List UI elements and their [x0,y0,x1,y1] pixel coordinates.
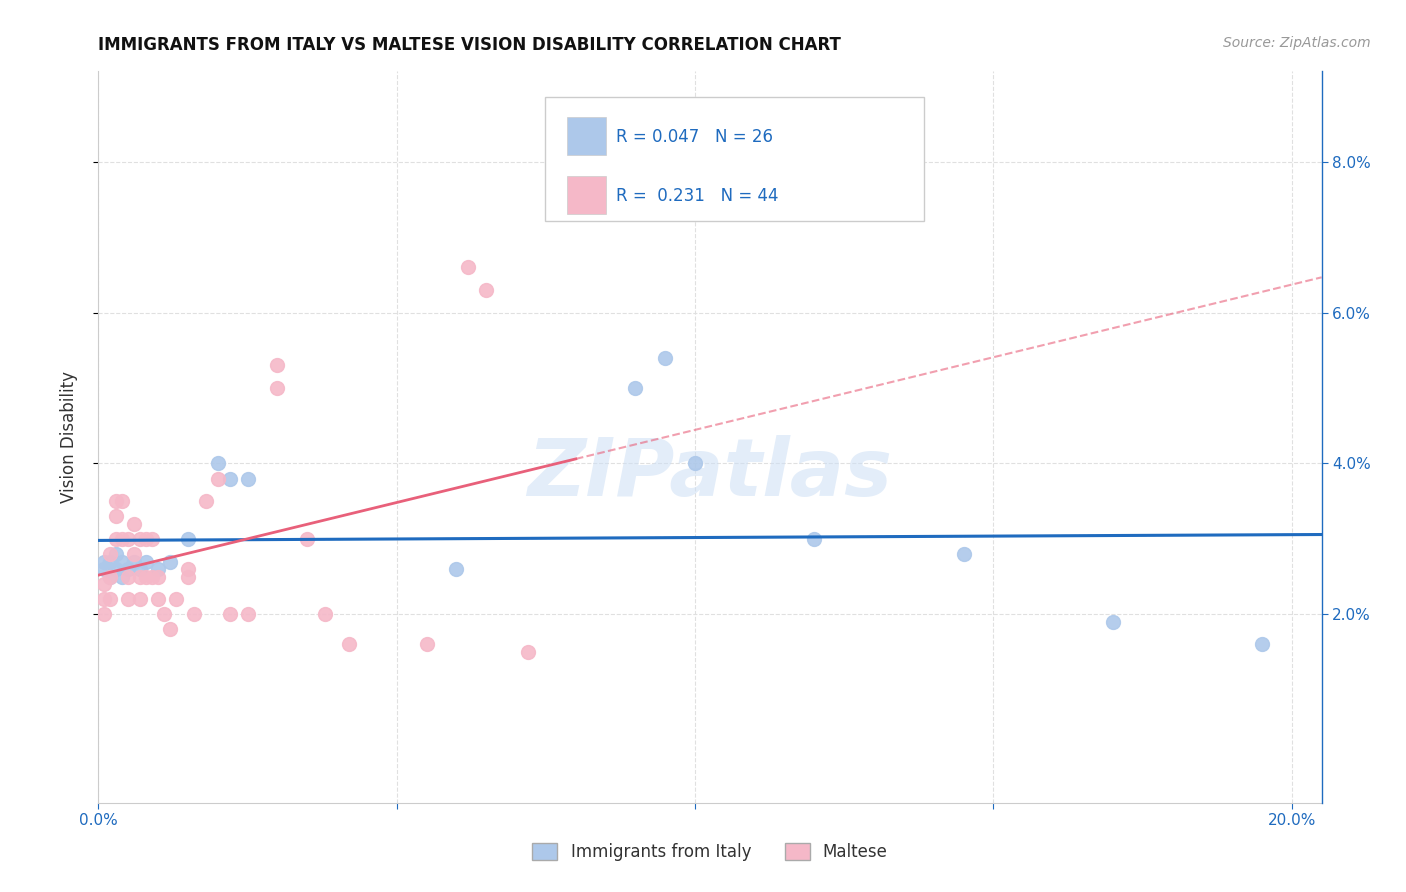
Point [98,592,121,607]
FancyBboxPatch shape [567,118,606,155]
Point [236,471,259,485]
FancyBboxPatch shape [546,97,924,221]
Point [105,547,128,561]
Point [122,516,145,531]
Point [146,569,169,583]
Point [93,577,115,591]
Point [183,607,205,622]
Point [236,607,259,622]
Point [146,592,169,607]
Point [624,381,647,395]
Point [207,471,229,485]
Point [297,532,319,546]
Point [475,283,498,297]
Point [135,569,157,583]
Point [207,457,229,471]
Point [141,532,163,546]
Point [93,562,115,576]
Point [1101,615,1123,629]
Point [446,562,468,576]
Point [177,532,200,546]
Point [337,637,360,651]
Point [218,471,240,485]
Point [517,645,540,659]
Point [111,554,134,568]
Text: IMMIGRANTS FROM ITALY VS MALTESE VISION DISABILITY CORRELATION CHART: IMMIGRANTS FROM ITALY VS MALTESE VISION … [98,36,841,54]
FancyBboxPatch shape [567,176,606,214]
Point [1251,637,1274,651]
Point [177,562,200,576]
Point [415,637,437,651]
Point [93,554,115,568]
Point [93,607,115,622]
Point [194,494,217,508]
Point [105,509,128,524]
Point [153,607,176,622]
Point [98,569,121,583]
Text: R = 0.047   N = 26: R = 0.047 N = 26 [616,128,773,146]
Point [129,569,152,583]
Point [803,532,825,546]
Point [159,554,181,568]
Point [105,532,128,546]
Point [105,562,128,576]
Point [117,562,139,576]
Point [135,532,157,546]
Point [683,457,706,471]
Point [117,569,139,583]
Point [654,351,676,365]
Point [159,623,181,637]
Point [98,554,121,568]
Point [93,592,115,607]
Y-axis label: Vision Disability: Vision Disability [59,371,77,503]
Point [141,569,163,583]
Point [146,562,169,576]
Point [122,547,145,561]
Point [314,607,336,622]
Text: Source: ZipAtlas.com: Source: ZipAtlas.com [1223,36,1371,50]
Point [105,494,128,508]
Text: ZIPatlas: ZIPatlas [527,434,893,513]
Point [111,532,134,546]
Point [177,569,200,583]
Point [266,381,288,395]
Point [129,562,152,576]
Point [111,569,134,583]
Point [952,547,974,561]
Point [165,592,187,607]
Text: R =  0.231   N = 44: R = 0.231 N = 44 [616,186,779,204]
Point [98,547,121,561]
Point [266,359,288,373]
Point [129,592,152,607]
Point [98,569,121,583]
Point [457,260,479,275]
Point [122,554,145,568]
Point [111,494,134,508]
Point [218,607,240,622]
Point [135,554,157,568]
Point [117,532,139,546]
Point [129,532,152,546]
Legend: Immigrants from Italy, Maltese: Immigrants from Italy, Maltese [526,836,894,868]
Point [117,592,139,607]
